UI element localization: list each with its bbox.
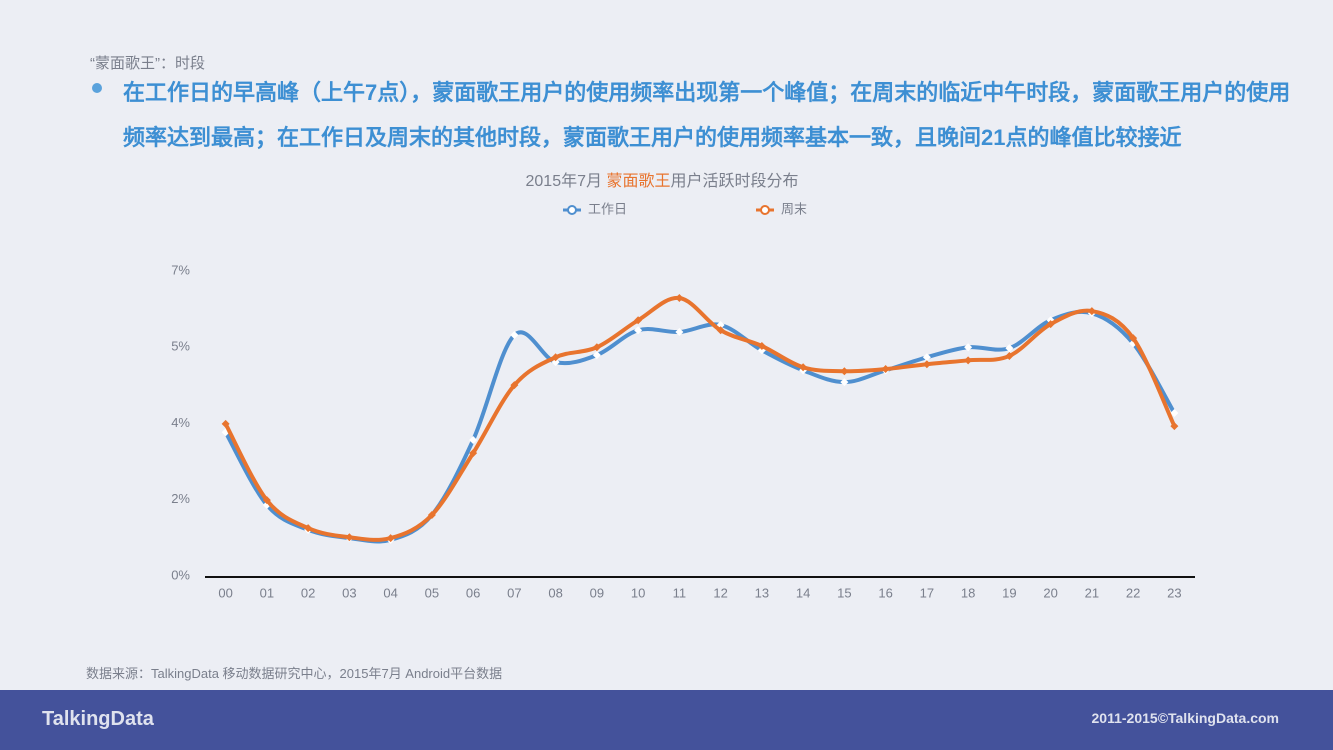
point-marker: [634, 326, 643, 335]
point-marker: [262, 496, 271, 505]
x-tick-label: 00: [218, 585, 232, 600]
point-marker: [304, 524, 313, 533]
legend-marker: [567, 205, 577, 215]
point-marker: [922, 353, 931, 362]
x-tick-label: 03: [342, 585, 356, 600]
point-marker: [592, 351, 601, 360]
bullet-dot: [92, 83, 102, 93]
footer: TalkingData 2011-2015©TalkingData.com: [0, 690, 1333, 750]
point-marker: [634, 316, 643, 325]
chart-title: 2015年7月 蒙面歌王用户活跃时段分布: [526, 172, 799, 190]
series-line: [223, 309, 1177, 544]
x-tick-label: 05: [425, 585, 439, 600]
x-tick-label: 11: [673, 585, 687, 600]
x-tick-label: 01: [260, 585, 274, 600]
point-marker: [345, 533, 354, 542]
point-marker: [840, 367, 849, 376]
x-tick-label: 07: [507, 585, 521, 600]
y-tick-label: 7%: [171, 262, 190, 277]
point-marker: [1170, 409, 1179, 418]
y-tick-label: 4%: [171, 415, 190, 430]
x-tick-label: 19: [1002, 585, 1016, 600]
x-tick-label: 15: [837, 585, 851, 600]
x-tick-label: 20: [1043, 585, 1057, 600]
point-marker: [1005, 344, 1014, 353]
point-marker: [1005, 351, 1014, 360]
x-tick-label: 02: [301, 585, 315, 600]
point-marker: [716, 326, 725, 335]
title-part: 2015年7月: [526, 172, 607, 190]
point-marker: [427, 511, 436, 519]
point-marker: [551, 353, 560, 362]
point-marker: [881, 365, 890, 374]
logo: TalkingData: [42, 708, 154, 730]
x-tick-label: 23: [1167, 585, 1181, 600]
point-marker: [799, 363, 808, 372]
legend-label: 周末: [781, 201, 807, 216]
point-marker: [757, 341, 766, 350]
source-note: 数据来源：TalkingData 移动数据研究中心，2015年7月 Androi…: [86, 666, 503, 681]
point-marker: [675, 328, 684, 336]
point-marker: [840, 378, 849, 387]
x-tick-label: 10: [631, 585, 645, 600]
point-marker: [1170, 422, 1179, 431]
x-tick-label: 13: [755, 585, 769, 600]
point-marker: [922, 360, 931, 369]
title-part: 用户活跃时段分布: [670, 172, 798, 190]
title-part: 蒙面歌王: [606, 172, 670, 190]
y-tick-label: 0%: [171, 567, 190, 582]
x-tick-label: 16: [878, 585, 892, 600]
bullet-text: 在工作日的早高峰（上午7点），蒙面歌王用户的使用频率出现第一个峰值；在周末的临近…: [123, 80, 1291, 150]
point-marker: [510, 331, 519, 340]
point-marker: [469, 436, 478, 445]
y-tick-label: 2%: [171, 491, 190, 506]
y-tick-label: 5%: [171, 339, 190, 354]
point-marker: [675, 294, 684, 303]
legend-label: 工作日: [588, 201, 627, 216]
point-marker: [510, 381, 519, 390]
x-tick-label: 04: [383, 585, 397, 600]
x-tick-label: 08: [548, 585, 562, 600]
point-marker: [221, 419, 230, 428]
x-tick-label: 14: [796, 585, 810, 600]
point-marker: [386, 534, 395, 543]
legend-marker: [760, 205, 770, 215]
point-marker: [1046, 320, 1055, 329]
point-marker: [1087, 307, 1096, 316]
x-tick-label: 12: [713, 585, 727, 600]
x-tick-label: 22: [1126, 585, 1140, 600]
series-line: [223, 296, 1177, 542]
x-tick-label: 21: [1085, 585, 1099, 600]
point-marker: [1129, 334, 1138, 343]
point-marker: [469, 449, 478, 458]
x-tick-label: 09: [590, 585, 604, 600]
x-tick-label: 06: [466, 585, 480, 600]
point-marker: [964, 356, 973, 365]
header: “蒙面歌王”：时段: [90, 55, 205, 72]
x-tick-label: 18: [961, 585, 975, 600]
point-marker: [592, 343, 601, 352]
point-marker: [964, 343, 973, 352]
x-tick-label: 17: [920, 585, 934, 600]
copyright: 2011-2015©TalkingData.com: [1091, 710, 1279, 726]
